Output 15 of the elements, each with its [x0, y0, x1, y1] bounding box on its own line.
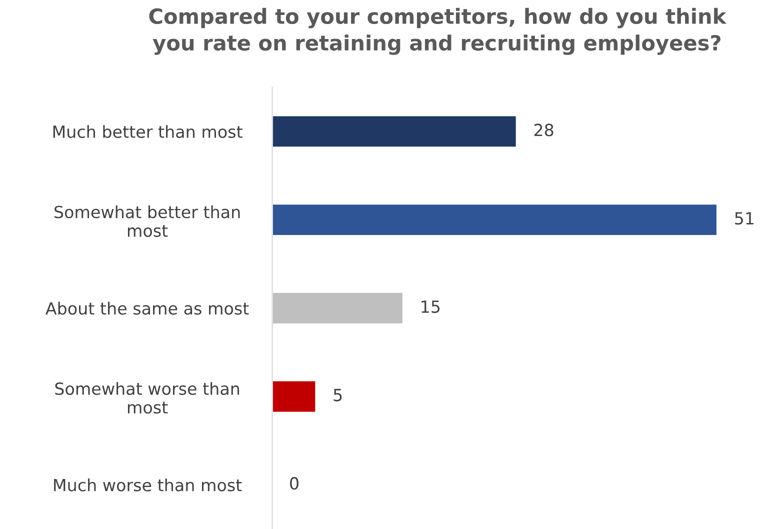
y-tick-label: Much better than most — [53, 125, 242, 138]
y-tick-label: Much worse than most — [54, 478, 242, 492]
chart-title: Compared to your competitors, how do you think you rate on retaining and recruiting employees? — [149, 8, 727, 55]
y-tick-label: About the same as most — [46, 302, 249, 315]
data-label: 0 — [290, 477, 298, 490]
bar — [272, 203, 718, 236]
data-label: 28 — [534, 124, 554, 136]
y-tick-label: Somewhat worse than most — [55, 382, 240, 414]
bar — [272, 114, 518, 148]
bar — [272, 292, 404, 325]
data-label: 5 — [334, 388, 342, 402]
data-label: 51 — [735, 212, 754, 225]
y-tick-label: Somewhat better than most — [54, 205, 240, 237]
data-label: 15 — [422, 300, 440, 313]
bar — [272, 380, 317, 414]
